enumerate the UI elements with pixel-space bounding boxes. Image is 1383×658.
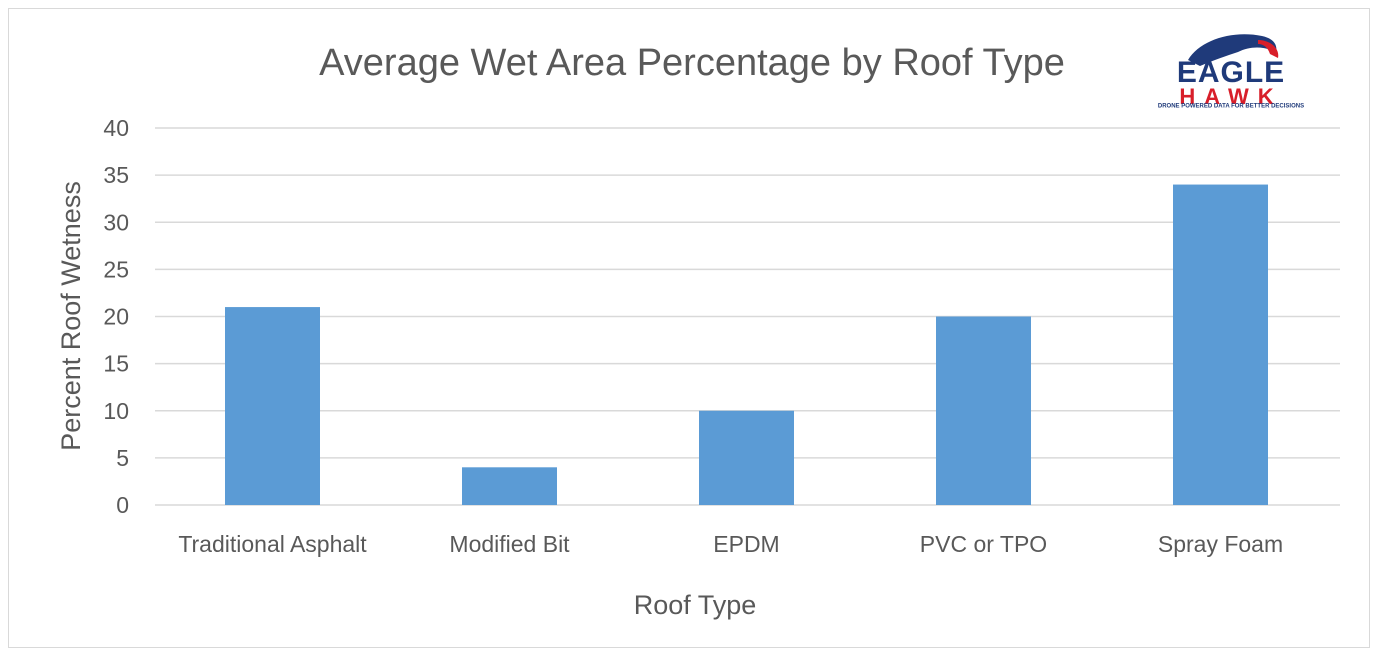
x-tick-label: Spray Foam — [1158, 531, 1283, 557]
logo-tagline: DRONE POWERED DATA FOR BETTER DECISIONS — [1158, 104, 1304, 110]
gridlines — [155, 127, 1340, 506]
logo-line-2: HAWK — [1179, 84, 1282, 109]
bar — [699, 410, 794, 505]
bar — [1173, 184, 1268, 506]
y-tick-label: 35 — [103, 162, 129, 188]
eagle-beak-icon — [1258, 40, 1279, 58]
x-tick-label: EPDM — [713, 531, 779, 557]
y-tick-label: 20 — [103, 304, 129, 330]
y-axis-ticks: 0 5 10 15 20 25 30 35 40 — [103, 115, 129, 518]
y-tick-label: 25 — [103, 256, 129, 282]
y-axis-title: Percent Roof Wetness — [56, 181, 86, 451]
chart-title: Average Wet Area Percentage by Roof Type — [319, 42, 1065, 84]
x-axis-ticks: Traditional Asphalt Modified Bit EPDM PVC o… — [178, 531, 1283, 557]
bar — [462, 467, 557, 505]
y-tick-label: 40 — [103, 115, 129, 141]
y-tick-label: 5 — [116, 445, 129, 471]
y-tick-label: 0 — [116, 492, 129, 518]
x-tick-label: Modified Bit — [449, 531, 570, 557]
x-tick-label: Traditional Asphalt — [178, 531, 367, 557]
x-tick-label: PVC or TPO — [920, 531, 1047, 557]
y-tick-label: 30 — [103, 209, 129, 235]
bars — [225, 184, 1268, 506]
bar — [936, 316, 1031, 505]
eagle-hawk-logo: EAGLE HAWK DRONE POWERED DATA FOR BETTER… — [1158, 34, 1304, 110]
bar — [225, 307, 320, 505]
eagle-head-icon — [1188, 34, 1277, 66]
x-axis-title: Roof Type — [634, 590, 757, 620]
y-tick-label: 15 — [103, 351, 129, 377]
y-tick-label: 10 — [103, 398, 129, 424]
logo-line-1: EAGLE — [1177, 56, 1285, 89]
